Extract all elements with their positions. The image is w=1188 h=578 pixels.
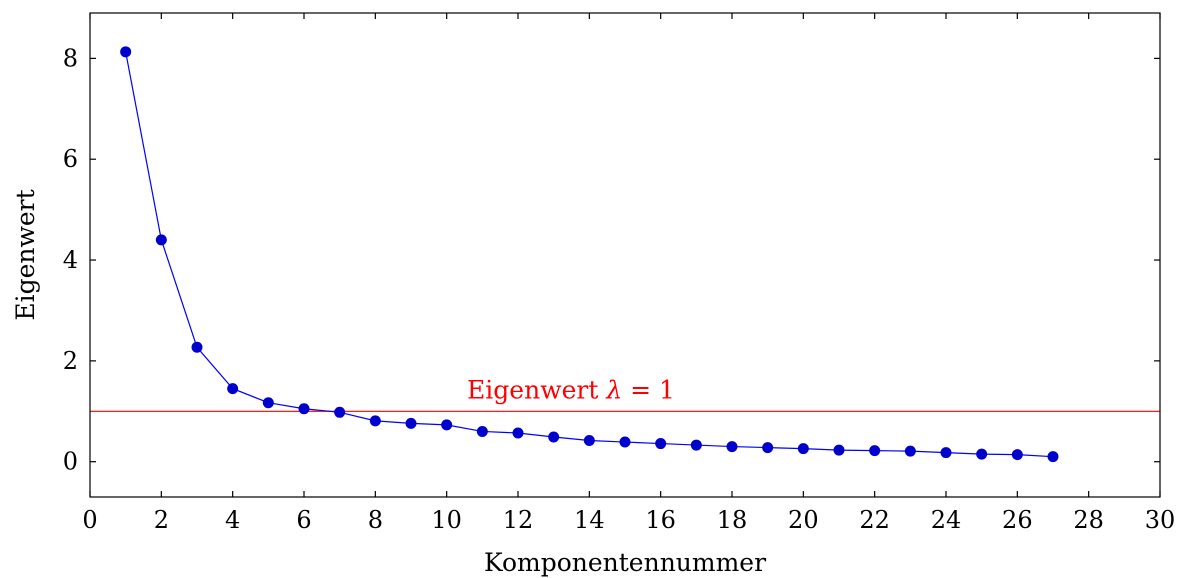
x-tick-label: 10 xyxy=(431,506,462,534)
x-tick-label: 16 xyxy=(645,506,676,534)
data-point xyxy=(262,397,274,409)
y-tick-label: 8 xyxy=(63,44,78,72)
x-tick-label: 2 xyxy=(154,506,169,534)
data-point xyxy=(476,425,488,437)
reference-line-label-suffix: = 1 xyxy=(622,375,675,404)
x-tick-label: 12 xyxy=(503,506,534,534)
x-tick-label: 30 xyxy=(1145,506,1176,534)
x-tick-label: 6 xyxy=(296,506,311,534)
data-point xyxy=(155,234,167,246)
y-tick-label: 6 xyxy=(63,145,78,173)
data-point xyxy=(797,443,809,455)
x-tick-label: 28 xyxy=(1073,506,1104,534)
data-point xyxy=(655,438,667,450)
data-point xyxy=(976,448,988,460)
data-point xyxy=(405,417,417,429)
series-layer xyxy=(120,46,1059,463)
data-point xyxy=(940,447,952,459)
y-axis: 0 2 4 6 8 xyxy=(63,44,1160,476)
data-point xyxy=(191,341,203,353)
reference-line-label-symbol: λ xyxy=(605,375,622,404)
plot-frame xyxy=(89,12,1161,498)
data-point xyxy=(512,427,524,439)
data-point xyxy=(441,419,453,431)
x-tick-label: 24 xyxy=(931,506,962,534)
data-point xyxy=(583,435,595,447)
data-point xyxy=(1047,451,1059,463)
data-point xyxy=(833,444,845,456)
data-point xyxy=(904,445,916,457)
x-tick-label: 8 xyxy=(368,506,383,534)
x-tick-label: 4 xyxy=(225,506,240,534)
data-point xyxy=(334,406,346,418)
data-point xyxy=(869,445,881,457)
x-tick-label: 26 xyxy=(1002,506,1033,534)
data-point xyxy=(120,46,132,58)
data-point xyxy=(619,436,631,448)
y-axis-title: Eigenwert xyxy=(11,189,40,320)
x-tick-label: 14 xyxy=(574,506,605,534)
data-point xyxy=(227,383,239,395)
x-tick-label: 18 xyxy=(717,506,748,534)
x-tick-label: 22 xyxy=(859,506,890,534)
reference-line-label: Eigenwert λ = 1 xyxy=(467,375,675,404)
data-point xyxy=(298,403,310,415)
x-tick-label: 0 xyxy=(82,506,97,534)
data-point xyxy=(762,442,774,454)
data-point xyxy=(1011,449,1023,461)
data-point xyxy=(369,415,381,427)
y-tick-label: 4 xyxy=(63,246,78,274)
x-axis: 0 2 4 6 8 10 12 14 16 18 20 22 24 26 28 30 xyxy=(82,13,1175,534)
y-tick-label: 2 xyxy=(63,347,78,375)
reference-line-label-prefix: Eigenwert xyxy=(467,375,606,404)
x-axis-title: Komponentennummer xyxy=(484,548,766,577)
data-point xyxy=(690,439,702,451)
data-point xyxy=(726,441,738,453)
y-tick-label: 0 xyxy=(63,448,78,476)
data-point xyxy=(548,431,560,443)
reference-line-layer: Eigenwert λ = 1 xyxy=(90,375,1160,412)
x-tick-label: 20 xyxy=(788,506,819,534)
